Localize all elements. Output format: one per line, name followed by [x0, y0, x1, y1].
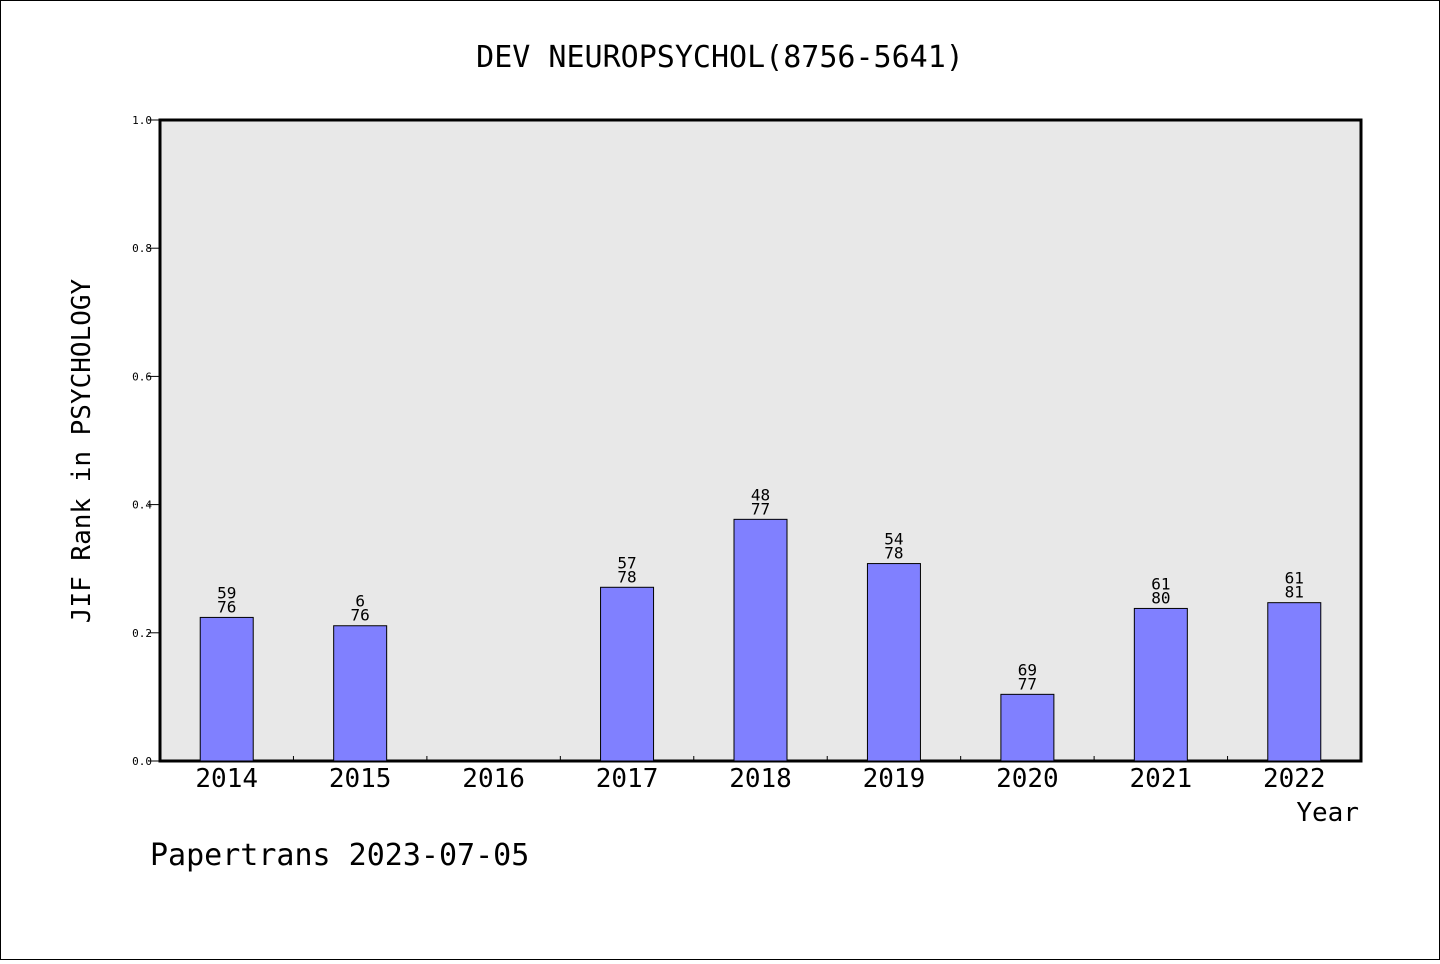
x-tick-label: 2018 — [729, 764, 792, 794]
y-tick-label: 0.4 — [132, 499, 152, 512]
x-tick-label: 2016 — [462, 764, 525, 794]
bars — [199, 518, 1322, 762]
x-tick-label: 2021 — [1130, 764, 1193, 794]
x-tick-label: 2020 — [996, 764, 1059, 794]
x-tick-label: 2022 — [1263, 764, 1326, 794]
bar-label-rank: 69 — [1018, 660, 1037, 679]
bar-label-rank: 61 — [1151, 574, 1170, 593]
bar-label-total: 78 — [617, 567, 636, 586]
x-tick-label: 2017 — [596, 764, 659, 794]
y-tick-label: 0.8 — [132, 242, 152, 255]
bar-label-total: 77 — [1018, 674, 1037, 693]
bar-label-rank: 59 — [217, 583, 236, 602]
bar-label-rank: 48 — [751, 485, 770, 504]
bar-label-rank: 54 — [884, 530, 903, 549]
bar-2020 — [1000, 693, 1055, 762]
bar-label-total: 80 — [1151, 588, 1170, 607]
bar-2014 — [199, 616, 254, 762]
bar-2022 — [1267, 602, 1322, 762]
y-tick-label: 0.0 — [132, 755, 152, 768]
bar-label-total: 78 — [884, 544, 903, 563]
bar-label-total: 81 — [1285, 583, 1304, 602]
y-axis: 0.0 0.2 0.4 0.6 0.8 1.0 — [132, 114, 160, 768]
y-tick-label: 0.2 — [132, 627, 152, 640]
bar-label-rank: 57 — [617, 553, 636, 572]
x-axis-label: Year — [1296, 798, 1359, 828]
y-tick-label: 0.6 — [132, 370, 152, 383]
bar-2021 — [1133, 607, 1188, 762]
bar-2017 — [600, 586, 655, 762]
x-tick-label: 2019 — [863, 764, 926, 794]
bar-label-rank: 61 — [1285, 569, 1304, 588]
bar-label-total: 76 — [351, 606, 370, 625]
y-tick-label: 1.0 — [132, 114, 152, 127]
bar-label-total: 77 — [751, 499, 770, 518]
x-tick-label: 2015 — [329, 764, 392, 794]
x-axis: 2014 2015 2016 2017 2018 2019 2020 2021 2022 — [195, 756, 1326, 794]
y-axis-label: JIF Rank in PSYCHOLOGY — [67, 278, 97, 623]
bar-label-total: 76 — [217, 597, 236, 616]
x-tick-label: 2014 — [195, 764, 258, 794]
bar-2015 — [333, 625, 388, 762]
chart-title: DEV NEUROPSYCHOL(8756-5641) — [476, 40, 964, 75]
bar-label-rank: 6 — [355, 592, 365, 611]
bar-2019 — [866, 563, 921, 762]
bar-2018 — [733, 518, 788, 762]
footer-text: Papertrans 2023-07-05 — [150, 838, 529, 873]
